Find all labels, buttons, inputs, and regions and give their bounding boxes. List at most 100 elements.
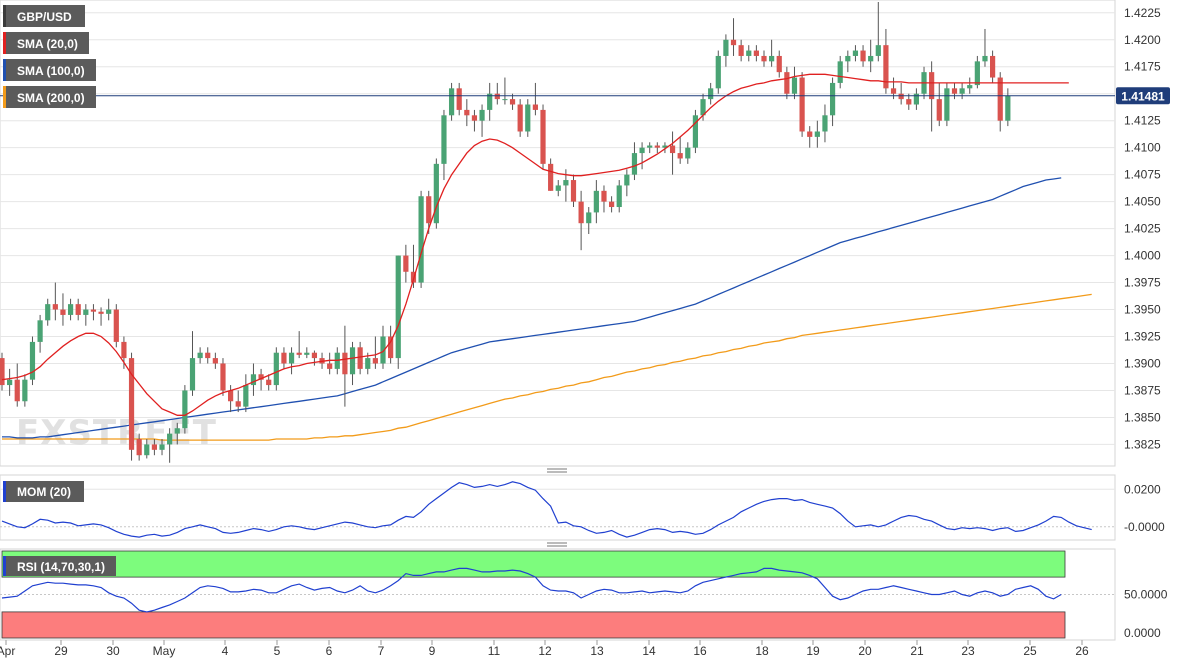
candle-body (883, 45, 889, 89)
candle-body (570, 180, 577, 202)
panel-splitter-2[interactable] (547, 542, 567, 547)
candle (296, 331, 302, 359)
candle (159, 439, 165, 456)
candle-body (967, 85, 973, 89)
x-tick-label: 25 (1023, 644, 1037, 658)
candle-body (959, 88, 965, 94)
candle-body (29, 341, 36, 380)
candle-body (799, 77, 805, 132)
candle-body (532, 104, 538, 110)
x-tick-label: 4 (222, 644, 229, 658)
sma-100-line (2, 177, 1062, 439)
candle-body (250, 374, 257, 386)
candle (258, 368, 264, 391)
panel-splitter-1[interactable] (547, 468, 567, 473)
candle-body (944, 88, 950, 121)
legend-symbol: GBP/USD (3, 5, 85, 27)
momentum-panel: MOM (20) 0.0200 -0.0000 (0, 474, 1165, 541)
candle-body (601, 190, 607, 202)
candle-body (609, 201, 615, 208)
candle (167, 428, 173, 463)
candle-body (624, 174, 630, 186)
x-tick-label: 9 (429, 644, 436, 658)
last-price-tag: 1.41481 (1116, 87, 1170, 105)
candle (929, 61, 935, 132)
candle-body (662, 145, 668, 148)
candle (37, 314, 43, 353)
price-y-tick: 1.3875 (1124, 383, 1161, 397)
candle (205, 347, 211, 364)
candle-body (814, 131, 820, 137)
momentum-legend-bg (3, 481, 84, 502)
candle-body (791, 77, 798, 94)
candle (174, 422, 180, 445)
candle (730, 18, 737, 56)
candle-body (548, 163, 554, 191)
candle (951, 82, 958, 100)
candle-body (555, 185, 561, 191)
candle-body (357, 347, 363, 369)
candle-body (189, 358, 196, 391)
candle-body (906, 99, 912, 105)
candle (75, 298, 81, 321)
candle (98, 307, 104, 326)
candle-body (205, 352, 211, 359)
candle-body (471, 115, 478, 121)
candle (311, 350, 318, 366)
x-tick-label: 6 (326, 644, 333, 658)
candle (22, 374, 28, 407)
candle-body (753, 50, 759, 56)
candle (372, 336, 378, 369)
candle-body (296, 352, 302, 355)
candle-body (212, 358, 218, 364)
candle (906, 93, 912, 110)
candle-body (525, 104, 531, 132)
candle (586, 207, 592, 234)
candle-body (273, 352, 279, 386)
candle (647, 142, 653, 154)
candle (250, 363, 257, 396)
momentum-y-tick: -0.0000 (1124, 520, 1165, 534)
candle (182, 385, 188, 434)
candle-body (151, 444, 157, 450)
candle-body (121, 341, 127, 359)
candle-body (159, 444, 165, 450)
candle-body (433, 163, 439, 224)
candle-body (220, 363, 226, 391)
candle (464, 99, 470, 127)
candle (0, 352, 5, 391)
candle-body (936, 99, 942, 121)
candle-body (807, 131, 813, 137)
legend-sma-100-swatch (3, 59, 6, 81)
candle-body (22, 379, 28, 402)
candle (685, 142, 691, 164)
candle (616, 180, 622, 213)
price-y-tick: 1.4175 (1124, 60, 1161, 74)
candle-body (311, 352, 318, 359)
candle (570, 174, 577, 208)
candle (342, 325, 348, 407)
candle-body (167, 433, 173, 445)
candle-body (235, 401, 241, 407)
legend-sma-200-swatch (3, 86, 6, 108)
legend-sma-100-bg (3, 59, 96, 81)
candle-body (75, 304, 81, 315)
candle (151, 439, 157, 456)
x-tick-label: 21 (910, 644, 924, 658)
candle-body (448, 88, 455, 116)
price-y-tick: 1.3975 (1124, 276, 1161, 290)
candle (281, 347, 287, 369)
candle-body (380, 336, 386, 364)
legend-sma-200-bg (3, 86, 96, 108)
legend-sma-20-label: SMA (20,0) (17, 37, 78, 51)
last-price-value: 1.41481 (1121, 89, 1165, 103)
candle (631, 142, 638, 181)
rsi-overbought-zone (1, 550, 1066, 578)
x-tick-label: 29 (54, 644, 68, 658)
candle (578, 190, 584, 251)
candle (60, 293, 66, 326)
candle-body (692, 115, 699, 148)
candle-body (487, 93, 493, 110)
candle (898, 82, 904, 105)
